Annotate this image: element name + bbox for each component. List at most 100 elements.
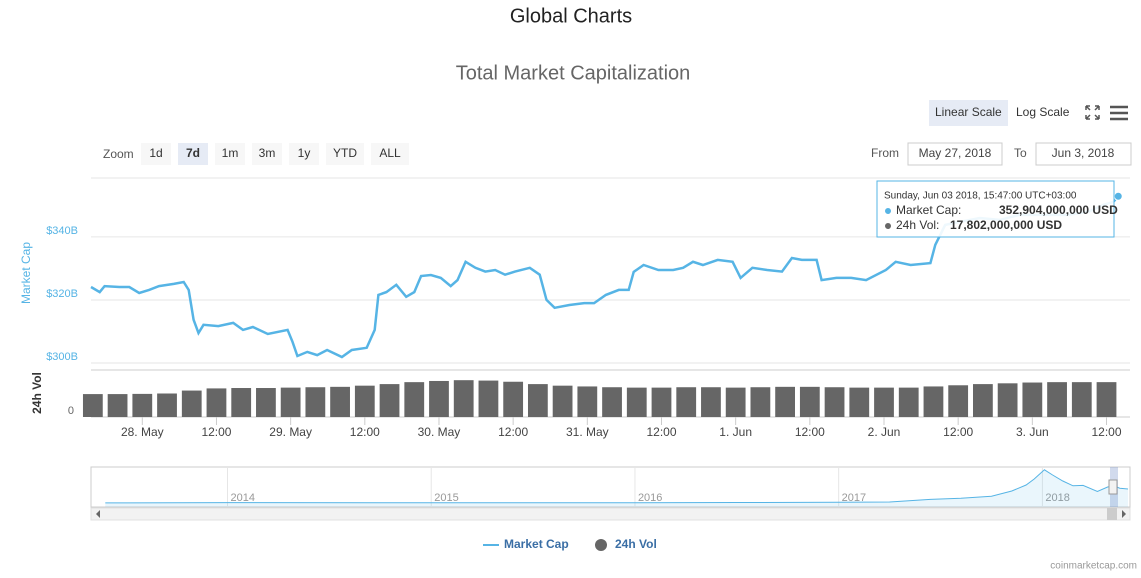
x-tick-label: 2. Jun bbox=[868, 425, 901, 439]
volume-bar bbox=[256, 388, 276, 417]
volume-bar bbox=[107, 394, 128, 417]
navigator-tick-label: 2014 bbox=[230, 492, 254, 504]
to-label: To bbox=[1014, 146, 1027, 160]
navigator-tick-label: 2018 bbox=[1045, 492, 1069, 504]
y-tick-label: $340B bbox=[46, 225, 78, 237]
zoom-button-bg[interactable] bbox=[141, 143, 171, 165]
tooltip-value: 352,904,000,000 USD bbox=[999, 203, 1118, 217]
volume-bar bbox=[181, 390, 202, 417]
legend-dot bbox=[595, 539, 607, 551]
tooltip-bullet bbox=[885, 208, 891, 214]
volume-bar bbox=[973, 384, 993, 417]
fullscreen-icon[interactable] bbox=[1085, 105, 1100, 120]
legend-label[interactable]: Market Cap bbox=[504, 537, 569, 551]
x-tick-label: 12:00 bbox=[795, 425, 825, 439]
tooltip-box bbox=[876, 180, 1115, 238]
navigator-handle[interactable] bbox=[1108, 479, 1118, 495]
y-tick-label: $320B bbox=[46, 288, 78, 300]
scroll-right[interactable] bbox=[1122, 510, 1126, 518]
market-cap-line bbox=[90, 195, 1120, 359]
volume-bar bbox=[429, 380, 449, 417]
zoom-button[interactable]: 3m bbox=[259, 146, 276, 160]
x-tick-label: 31. May bbox=[566, 425, 609, 439]
x-tick-label: 28. May bbox=[121, 425, 164, 439]
volume-bar bbox=[305, 387, 326, 417]
volume-bar bbox=[132, 393, 153, 417]
volume-bar bbox=[552, 385, 573, 417]
volume-bar bbox=[626, 387, 647, 417]
navigator-tick-label: 2015 bbox=[434, 492, 458, 504]
volume-bar bbox=[775, 386, 795, 417]
zoom-button[interactable]: 1d bbox=[149, 146, 162, 160]
volume-bar bbox=[354, 385, 375, 417]
scrollbar-thumb[interactable] bbox=[1107, 508, 1117, 520]
x-tick-label: 12:00 bbox=[646, 425, 676, 439]
volume-bar bbox=[82, 394, 103, 417]
volume-bar bbox=[651, 387, 672, 417]
y2-axis-label: 24h Vol bbox=[30, 372, 44, 414]
volume-bar bbox=[1047, 382, 1067, 417]
volume-bar bbox=[330, 386, 350, 417]
x-tick-label: 12:00 bbox=[498, 425, 528, 439]
volume-bar bbox=[799, 386, 820, 417]
zoom-button[interactable]: ALL bbox=[379, 146, 401, 160]
zoom-button-bg[interactable] bbox=[215, 143, 245, 165]
tooltip-bullet bbox=[885, 223, 891, 229]
credit: coinmarketcap.com bbox=[1050, 561, 1137, 572]
zoom-label: Zoom bbox=[103, 147, 134, 161]
tooltip-date: Sunday, Jun 03 2018, 15:47:00 UTC+03:00 bbox=[884, 191, 1077, 202]
scroll-left[interactable] bbox=[96, 510, 100, 518]
volume-bar bbox=[824, 387, 845, 417]
y-axis-label: Market Cap bbox=[19, 242, 33, 304]
zoom-button-bg[interactable] bbox=[178, 143, 208, 165]
volume-bar bbox=[206, 388, 227, 417]
y-tick-label: $300B bbox=[46, 351, 78, 363]
menu-icon[interactable] bbox=[1110, 105, 1128, 121]
zoom-button-bg[interactable] bbox=[252, 143, 282, 165]
navigator-frame bbox=[90, 466, 1131, 508]
tooltip-label: Market Cap: bbox=[896, 203, 961, 217]
x-tick-label: 29. May bbox=[269, 425, 312, 439]
zoom-button[interactable]: 1y bbox=[298, 146, 311, 160]
volume-bar bbox=[157, 393, 177, 417]
volume-bar bbox=[404, 382, 425, 417]
hover-point bbox=[1113, 191, 1123, 201]
zoom-button-bg[interactable] bbox=[371, 143, 409, 165]
from-input[interactable] bbox=[907, 142, 1003, 166]
navigator-line bbox=[105, 469, 1129, 504]
to-value: Jun 3, 2018 bbox=[1052, 146, 1115, 160]
volume-bar bbox=[478, 380, 499, 417]
zoom-button[interactable]: 1m bbox=[222, 146, 239, 160]
zoom-button[interactable]: YTD bbox=[333, 146, 357, 160]
x-tick-label: 12:00 bbox=[1091, 425, 1121, 439]
scale-button[interactable]: Linear Scale bbox=[935, 105, 1002, 119]
volume-bar bbox=[997, 383, 1018, 417]
x-tick-label: 30. May bbox=[418, 425, 461, 439]
zoom-button[interactable]: 7d bbox=[186, 146, 200, 160]
scale-button[interactable]: Log Scale bbox=[1016, 105, 1070, 119]
y2-tick-label: 0 bbox=[68, 405, 74, 417]
legend-label[interactable]: 24h Vol bbox=[615, 537, 657, 551]
volume-bar bbox=[1096, 382, 1117, 417]
volume-bar bbox=[923, 386, 944, 417]
from-label: From bbox=[871, 146, 899, 160]
volume-bar bbox=[676, 387, 697, 417]
navigator-tick-label: 2017 bbox=[842, 492, 866, 504]
volume-bar bbox=[503, 381, 524, 417]
tooltip-value: 17,802,000,000 USD bbox=[950, 218, 1062, 232]
volume-bar bbox=[898, 387, 919, 417]
zoom-button-bg[interactable] bbox=[289, 143, 319, 165]
tooltip-label: 24h Vol: bbox=[896, 218, 939, 232]
volume-bar bbox=[379, 384, 400, 417]
x-tick-label: 12:00 bbox=[943, 425, 973, 439]
chart-title: Total Market Capitalization bbox=[456, 62, 691, 84]
volume-bar bbox=[231, 388, 252, 417]
volume-bar bbox=[453, 380, 474, 417]
volume-bar bbox=[1022, 382, 1043, 417]
navigator-tick-label: 2016 bbox=[638, 492, 662, 504]
zoom-button-bg[interactable] bbox=[326, 143, 364, 165]
volume-bar bbox=[577, 386, 598, 417]
to-input[interactable] bbox=[1035, 142, 1132, 166]
volume-bar bbox=[701, 387, 721, 417]
